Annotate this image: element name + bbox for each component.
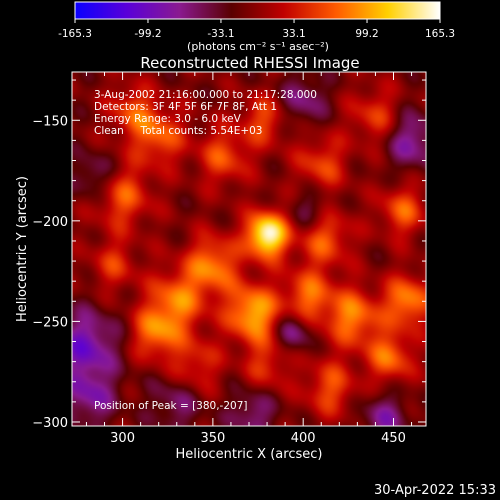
info-line-counts: Clean Total counts: 5.54E+03 (94, 125, 263, 137)
heatmap (72, 72, 426, 426)
info-line-detectors: Detectors: 3F 4F 5F 6F 7F 8F, Att 1 (94, 101, 277, 113)
chart-title: Reconstructed RHESSI Image (140, 54, 359, 72)
x-axis-label: Heliocentric X (arcsec) (176, 447, 323, 462)
colorbar-tick-label: -33.1 (207, 28, 234, 40)
x-tick-label: 300 (110, 431, 135, 446)
colorbar-gradient (74, 1, 441, 20)
y-axis-label: Heliocentric Y (arcsec) (15, 176, 30, 322)
y-tick-label: −200 (32, 215, 68, 230)
y-tick-label: −150 (32, 114, 68, 129)
colorbar-tick-label: 99.2 (355, 28, 378, 40)
info-line-energy: Energy Range: 3.0 - 6.0 keV (94, 113, 242, 125)
colorbar-tick-label: -99.2 (134, 28, 161, 40)
y-axis: −150 −200 −250 −300 (32, 79, 426, 431)
colorbar-tick-label: 33.1 (282, 28, 305, 40)
peak-position-label: Position of Peak = [380,-207] (94, 400, 248, 412)
y-tick-label: −250 (32, 315, 68, 330)
timestamp: 30-Apr-2022 15:33 (374, 483, 496, 498)
x-tick-label: 450 (381, 431, 406, 446)
colorbar-unit-label: (photons cm⁻² s⁻¹ asec⁻²) (187, 40, 329, 53)
info-line-time: 3-Aug-2002 21:16:00.000 to 21:17:28.000 (94, 89, 317, 101)
heatmap-image (72, 72, 426, 426)
y-tick-label: −300 (32, 416, 68, 431)
colorbar: -165.3 -99.2 -33.1 33.1 99.2 165.3 (photons c… (58, 1, 455, 53)
colorbar-ticks: -165.3 -99.2 -33.1 33.1 99.2 165.3 (58, 19, 455, 40)
x-axis: 300 350 400 450 (85, 72, 413, 446)
info-block: 3-Aug-2002 21:16:00.000 to 21:17:28.000 … (94, 89, 317, 137)
colorbar-tick-label: 165.3 (425, 28, 455, 40)
x-tick-label: 350 (200, 431, 225, 446)
x-tick-label: 400 (291, 431, 316, 446)
colorbar-tick-label: -165.3 (58, 28, 92, 40)
